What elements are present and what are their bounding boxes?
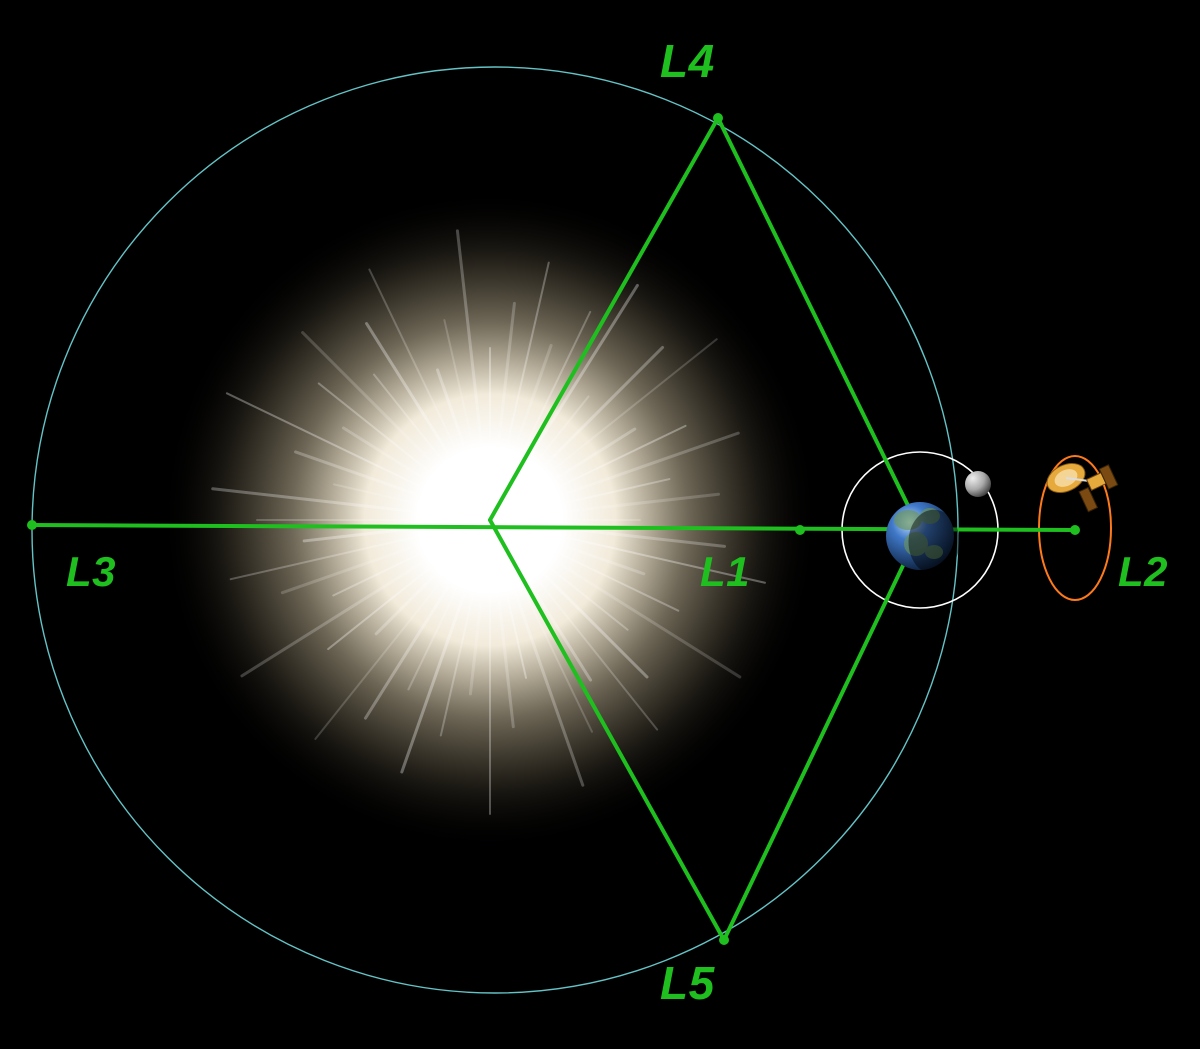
spacecraft xyxy=(1042,448,1122,523)
label-l5: L5 xyxy=(660,956,715,1010)
label-l4: L4 xyxy=(660,34,715,88)
earth xyxy=(886,502,960,574)
label-l1: L1 xyxy=(700,548,750,596)
label-l2: L2 xyxy=(1118,548,1168,596)
label-l3: L3 xyxy=(66,548,116,596)
moon xyxy=(965,471,991,497)
bodies-layer xyxy=(0,0,1200,1049)
lagrange-diagram: L1 L2 L3 L4 L5 xyxy=(0,0,1200,1049)
